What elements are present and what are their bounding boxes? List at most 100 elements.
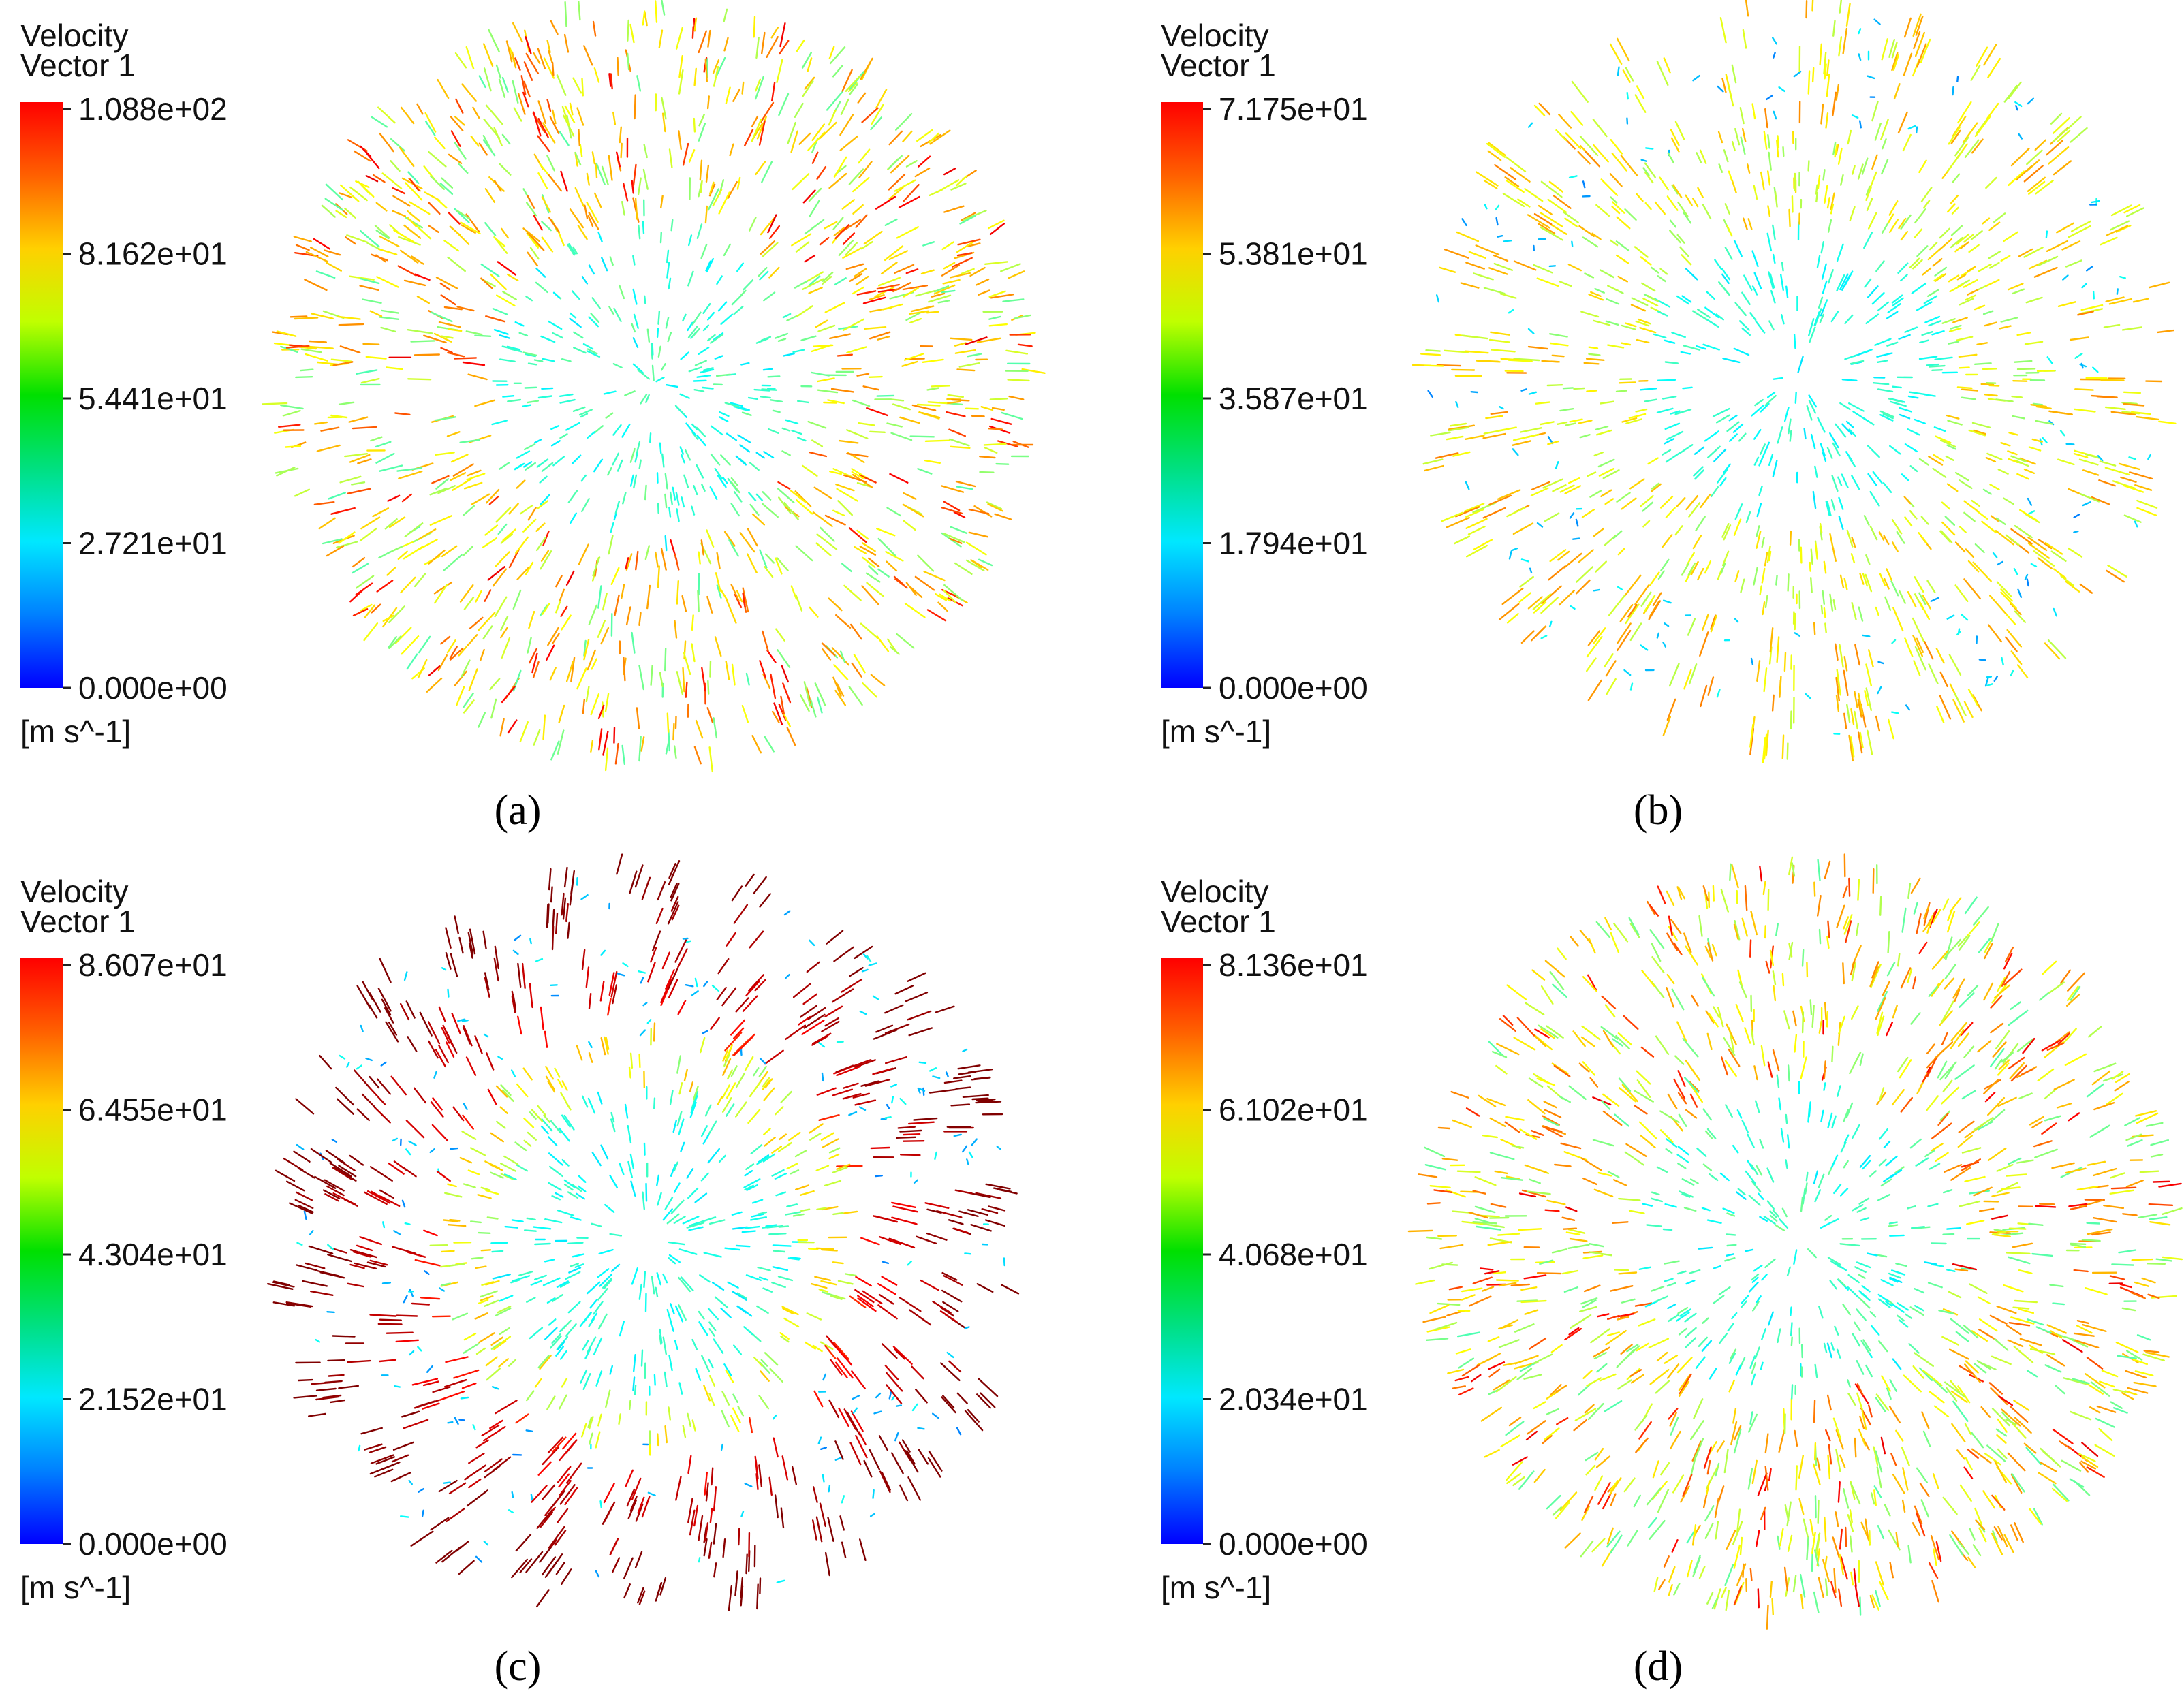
vector	[557, 1078, 563, 1088]
vector	[1854, 1266, 1867, 1274]
vector	[668, 862, 676, 879]
colorbar-label: 6.455e+01	[78, 1092, 228, 1128]
vector	[664, 493, 668, 509]
vector	[1644, 162, 1656, 178]
vector	[2091, 496, 2110, 505]
vector	[971, 415, 985, 417]
vector	[1988, 1382, 2003, 1395]
vector	[1017, 343, 1033, 347]
vector	[722, 477, 728, 484]
vector	[1842, 1487, 1850, 1509]
vector	[724, 1032, 743, 1052]
vector	[559, 1127, 570, 1142]
vector	[755, 78, 762, 92]
vector	[2000, 588, 2014, 602]
vector	[309, 345, 334, 349]
vector	[827, 1517, 834, 1542]
vector	[763, 291, 776, 302]
vector	[441, 1026, 450, 1044]
vector	[484, 1465, 501, 1479]
vector	[430, 1101, 444, 1118]
vector	[1489, 1117, 1506, 1128]
vector	[1723, 1449, 1729, 1474]
vector	[1995, 1030, 2010, 1050]
vector	[819, 236, 830, 246]
vector	[1907, 125, 1916, 130]
vector	[852, 1092, 871, 1099]
vector	[901, 1439, 911, 1453]
vector	[834, 1361, 848, 1379]
vector	[795, 241, 810, 253]
vector	[2010, 1473, 2023, 1494]
vector	[1596, 1363, 1608, 1373]
vector	[666, 1308, 672, 1325]
vector	[458, 646, 468, 657]
vector	[581, 276, 589, 285]
vector	[1650, 266, 1659, 274]
vector	[861, 542, 876, 552]
vector	[526, 202, 537, 217]
vector	[631, 1267, 638, 1285]
vector	[1859, 731, 1864, 749]
vector	[612, 452, 619, 466]
vector	[1651, 482, 1660, 490]
vector	[1920, 1499, 1930, 1518]
vector	[890, 432, 913, 441]
vector	[699, 1274, 711, 1283]
vector	[1499, 603, 1520, 620]
vector	[682, 937, 689, 940]
vector	[1995, 398, 2014, 402]
vector	[533, 52, 541, 65]
vector	[756, 1583, 759, 1610]
vector	[344, 453, 369, 458]
vector	[1583, 362, 1600, 365]
vector	[443, 554, 463, 571]
vector	[1845, 920, 1852, 943]
vector	[528, 610, 535, 629]
vector	[922, 241, 935, 247]
vector	[1877, 360, 1888, 363]
vector	[315, 1387, 337, 1391]
vector	[750, 1143, 763, 1155]
vector	[815, 1247, 834, 1250]
vector	[375, 230, 390, 240]
vector	[484, 589, 492, 602]
vector	[1790, 1322, 1793, 1337]
vector	[1689, 1178, 1699, 1184]
vector	[361, 1093, 376, 1109]
vector	[822, 276, 832, 285]
vector	[400, 1002, 410, 1021]
vector	[2035, 1326, 2052, 1334]
vector	[1875, 997, 1886, 1020]
vector	[2065, 994, 2080, 1007]
vector	[1740, 578, 1745, 593]
vector	[804, 76, 815, 90]
vector	[762, 368, 773, 371]
vector	[1895, 1429, 1904, 1442]
vector	[779, 1332, 790, 1340]
vector	[1672, 184, 1683, 198]
vector	[1871, 1594, 1880, 1611]
vector	[1974, 115, 1991, 138]
vector	[650, 665, 653, 686]
vector	[561, 614, 572, 631]
vector	[1924, 315, 1941, 323]
vector	[531, 1109, 544, 1122]
vector	[1741, 291, 1751, 305]
vector	[623, 1583, 631, 1599]
vector	[870, 674, 886, 686]
vector	[1639, 327, 1657, 334]
vector	[872, 1489, 875, 1500]
vector	[1640, 591, 1652, 607]
vector	[2074, 1339, 2100, 1349]
vector	[1765, 960, 1770, 974]
vector	[1846, 529, 1854, 548]
vector	[675, 492, 680, 506]
vector	[1518, 1192, 1537, 1198]
vector	[1529, 1337, 1547, 1350]
vector	[1594, 1447, 1604, 1461]
vector	[595, 1570, 600, 1578]
vector	[1527, 328, 1535, 334]
vector	[1567, 477, 1580, 484]
vector	[1626, 1344, 1639, 1353]
